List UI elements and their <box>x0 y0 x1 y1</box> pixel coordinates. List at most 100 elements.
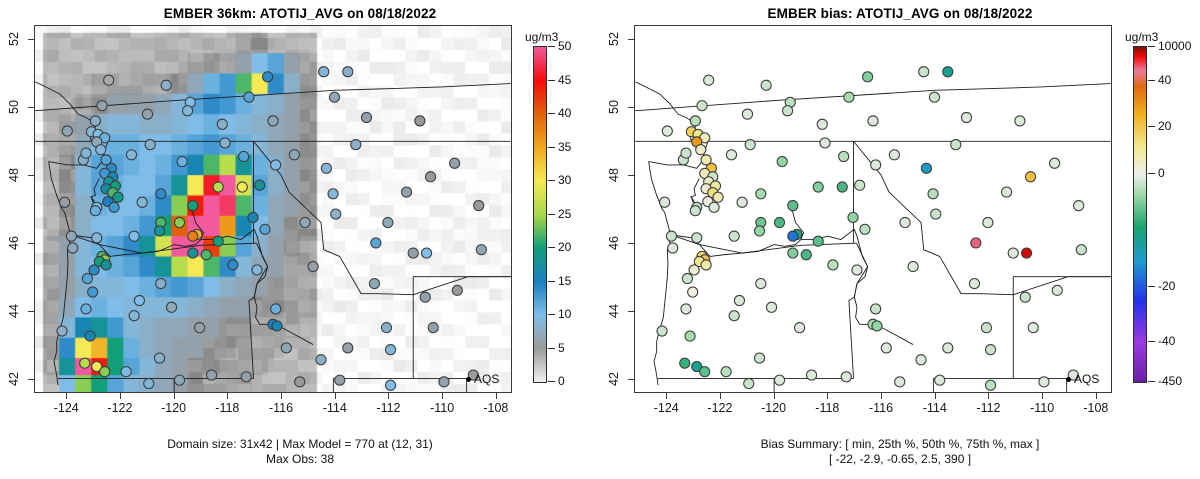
x-axis-tick <box>334 393 336 399</box>
y-axis-tick <box>28 311 34 313</box>
colorbar-tick <box>1148 79 1155 81</box>
x-axis-tick <box>173 393 175 399</box>
colorbar-tick <box>548 247 555 248</box>
y-axis-tick <box>28 174 34 176</box>
y-axis-tick-label: 44 <box>607 304 621 319</box>
x-axis-tick <box>66 393 68 399</box>
y-axis-tick-label: 50 <box>7 99 21 114</box>
colorbar-tick-label: 10 <box>558 307 572 321</box>
colorbar-tick-label: 40 <box>1158 72 1172 87</box>
x-axis-tick-label: -108 <box>1083 401 1109 415</box>
colorbar-tick-label: 20 <box>1158 119 1172 134</box>
caption-line-1: Domain size: 31x42 | Max Model = 770 at … <box>167 437 433 451</box>
x-axis-tick-label: -116 <box>269 401 294 415</box>
x-axis-tick-label: -124 <box>653 401 679 415</box>
y-axis-tick <box>28 106 34 108</box>
y-axis-tick-label: 52 <box>7 31 21 46</box>
x-axis-tick-label: -118 <box>215 401 240 415</box>
colorbar-tick <box>548 79 555 81</box>
aqs-legend-label: AQS <box>474 372 500 386</box>
y-axis-tick-label: 52 <box>607 31 621 46</box>
x-axis-tick <box>827 393 829 399</box>
caption-line-2: Max Obs: 38 <box>265 452 335 466</box>
colorbar-units-model: ug/m3 <box>525 30 559 44</box>
colorbar-tick <box>1148 285 1155 287</box>
colorbar-tick-label: 20 <box>558 240 572 254</box>
x-axis-tick <box>388 393 390 399</box>
y-axis-tick <box>628 174 634 176</box>
y-axis-tick <box>28 243 34 245</box>
caption-bias: Bias Summary: [ min, 25th %, 50th %, 75t… <box>600 437 1200 467</box>
x-axis-tick <box>1042 393 1044 399</box>
aqs-station-markers-model <box>56 66 487 391</box>
colorbar-tick <box>1148 173 1155 175</box>
x-axis-tick-label: -110 <box>1030 401 1055 415</box>
x-axis-tick-label: -114 <box>322 401 347 415</box>
x-axis-tick-label: -118 <box>815 401 840 415</box>
aqs-station-markers-bias <box>656 66 1087 391</box>
panel-title-bias: EMBER bias: ATOTIJ_AVG on 08/18/2022 <box>767 6 1033 21</box>
colorbar-tick-label: 35 <box>558 139 572 154</box>
colorbar-tick-label: -20 <box>1158 278 1176 293</box>
colorbar-units-bias: ug/m3 <box>1125 30 1159 44</box>
colorbar-tick-label: 25 <box>558 206 572 221</box>
y-axis-tick <box>628 106 634 108</box>
y-axis-tick <box>28 38 34 40</box>
y-axis-tick-label: 44 <box>7 304 21 319</box>
plot-area-bias <box>634 25 1112 393</box>
x-axis-tick-label: -112 <box>976 401 1001 415</box>
y-axis-tick-label: 46 <box>607 236 621 251</box>
x-axis-tick-label: -120 <box>761 401 787 415</box>
colorbar-tick <box>1148 340 1155 342</box>
x-axis-tick-label: -124 <box>53 401 79 415</box>
x-axis-tick <box>119 393 121 399</box>
plot-area-model <box>34 25 512 393</box>
x-axis-tick-label: -120 <box>161 401 187 415</box>
colorbar-tick <box>548 381 555 382</box>
x-axis-tick-label: -108 <box>483 401 509 415</box>
x-axis-tick <box>1095 393 1097 399</box>
x-axis-tick-label: -114 <box>922 401 947 415</box>
x-axis-tick <box>281 393 283 399</box>
x-axis-tick <box>719 393 721 399</box>
colorbar-tick <box>1148 381 1155 382</box>
y-axis-tick-label: 42 <box>607 372 621 387</box>
colorbar-tick <box>548 314 555 315</box>
y-axis-tick-label: 46 <box>7 236 21 251</box>
x-axis-tick <box>495 393 497 399</box>
y-axis-tick <box>628 311 634 313</box>
x-axis-tick <box>227 393 229 399</box>
y-axis-tick <box>628 243 634 245</box>
x-axis-tick <box>934 393 936 399</box>
y-axis-tick-label: 48 <box>607 167 621 182</box>
colorbar-tick <box>548 46 555 47</box>
colorbar-tick-label: 30 <box>558 173 572 187</box>
colorbar-tick-label: 40 <box>558 106 572 120</box>
y-axis-tick <box>628 379 634 381</box>
colorbar-tick-label: 0 <box>558 374 565 388</box>
map-boundaries-bias <box>635 81 1111 392</box>
colorbar-tick <box>548 180 555 181</box>
x-axis-tick-label: -110 <box>430 401 455 415</box>
colorbar-tick-label: 5 <box>558 340 565 355</box>
y-axis-tick-label: 48 <box>7 167 21 182</box>
x-axis-tick <box>881 393 883 399</box>
x-axis-tick-label: -112 <box>376 401 401 415</box>
colorbar-tick-label: 50 <box>558 39 572 53</box>
caption-line-1: Bias Summary: [ min, 25th %, 50th %, 75t… <box>760 437 1040 451</box>
y-axis-tick-label: 50 <box>607 99 621 114</box>
colorbar-tick-label: 0 <box>1158 166 1165 181</box>
y-axis-tick <box>628 38 634 40</box>
caption-line-2: [ -22, -2.9, -0.65, 2.5, 390 ] <box>828 452 972 466</box>
panel-model: EMBER 36km: ATOTIJ_AVG on 08/18/2022 AQS… <box>7 6 572 466</box>
colorbar-tick <box>548 280 555 282</box>
colorbar-tick-label: 15 <box>558 273 572 288</box>
colorbar-model <box>533 46 547 383</box>
panel-bias: EMBER bias: ATOTIJ_AVG on 08/18/2022 AQS… <box>600 0 1200 479</box>
x-axis-tick <box>773 393 775 399</box>
y-axis-tick-label: 42 <box>7 372 21 387</box>
colorbar-tick <box>1148 126 1155 128</box>
x-axis-tick-label: -122 <box>107 401 133 415</box>
x-axis-tick-label: -122 <box>707 401 733 415</box>
